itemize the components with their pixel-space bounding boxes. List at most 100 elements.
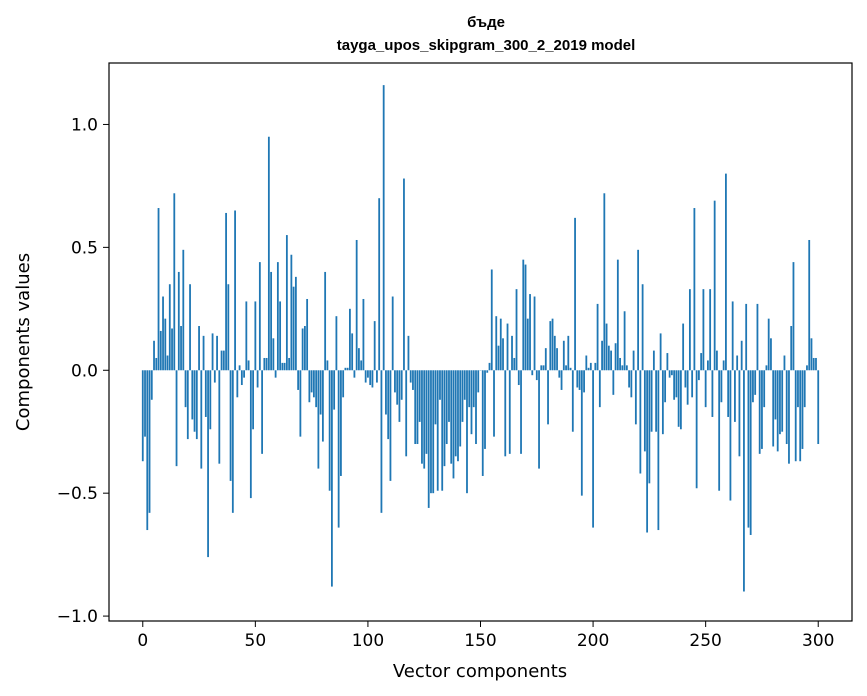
bar-component-292 (799, 370, 802, 462)
y-tick-label: −0.5 (57, 484, 98, 504)
bar-component-44 (240, 370, 243, 386)
bar-component-125 (423, 370, 426, 469)
bar-component-41 (234, 210, 236, 371)
bar-component-296 (808, 239, 811, 371)
bar-component-16 (177, 271, 180, 371)
bar-component-1 (144, 370, 146, 437)
bar-component-241 (684, 370, 687, 388)
bar-component-38 (227, 284, 230, 371)
bar-component-222 (641, 284, 644, 371)
bar-component-264 (736, 355, 739, 371)
bar-component-240 (682, 323, 685, 371)
bar-component-180 (547, 370, 549, 425)
bar-component-24 (195, 370, 198, 440)
bar-component-136 (448, 370, 450, 422)
bar-component-160 (502, 338, 504, 371)
bar-component-153 (486, 370, 489, 373)
bar-component-277 (765, 365, 768, 371)
bar-component-186 (560, 370, 563, 390)
bar-component-65 (288, 357, 291, 371)
bar-component-252 (709, 289, 712, 371)
bar-component-124 (421, 370, 423, 464)
bar-component-129 (432, 370, 435, 494)
bar-component-7 (157, 208, 160, 371)
bar-component-89 (342, 370, 345, 398)
bar-component-71 (301, 328, 304, 371)
bar-component-156 (493, 370, 495, 437)
bar-component-270 (749, 370, 752, 535)
bar-component-238 (677, 370, 680, 427)
bar-component-93 (351, 333, 354, 371)
bar-component-177 (540, 365, 543, 371)
bar-component-200 (592, 370, 594, 528)
bar-component-185 (558, 370, 561, 378)
bar-component-267 (743, 370, 745, 592)
bar-component-122 (416, 370, 419, 445)
bar-component-247 (698, 370, 700, 381)
bar-component-66 (290, 254, 293, 371)
bar-component-15 (175, 370, 178, 467)
bar-component-279 (770, 338, 772, 371)
bar-component-276 (763, 370, 766, 408)
bar-component-138 (452, 370, 455, 479)
bar-component-102 (371, 370, 374, 388)
bar-component-249 (702, 289, 705, 371)
bar-component-23 (193, 370, 196, 432)
bar-component-254 (713, 200, 716, 371)
bar-component-45 (243, 370, 245, 378)
bar-component-291 (797, 370, 799, 408)
bar-component-298 (812, 357, 815, 371)
bar-component-91 (346, 367, 349, 371)
bar-component-203 (598, 370, 601, 408)
bar-component-2 (146, 370, 149, 531)
bar-component-105 (378, 198, 381, 371)
bar-component-228 (655, 370, 658, 432)
bar-component-289 (792, 262, 795, 371)
bar-component-168 (520, 370, 522, 454)
bar-component-239 (679, 370, 682, 430)
bar-component-161 (504, 370, 507, 457)
bar-component-86 (335, 316, 338, 371)
bar-component-61 (279, 301, 282, 371)
bar-component-120 (412, 370, 414, 390)
bar-component-205 (603, 193, 606, 371)
bar-component-142 (461, 370, 464, 422)
bar-component-92 (349, 308, 351, 371)
bar-component-159 (499, 318, 502, 371)
bar-component-257 (720, 370, 723, 403)
bar-component-37 (225, 212, 227, 371)
bar-component-53 (261, 370, 263, 454)
bar-component-112 (394, 370, 396, 393)
bar-component-85 (333, 370, 336, 410)
bar-component-30 (209, 370, 212, 430)
bar-component-123 (418, 370, 421, 422)
bar-component-221 (639, 370, 642, 474)
x-tick-label: 150 (464, 631, 496, 651)
bar-component-114 (398, 370, 401, 422)
bar-component-121 (414, 370, 417, 445)
x-tick-label: 0 (137, 631, 148, 651)
bar-component-46 (245, 301, 248, 371)
bar-component-295 (806, 365, 808, 371)
bar-component-69 (297, 370, 300, 390)
bar-component-225 (648, 370, 651, 484)
bar-component-12 (168, 284, 171, 371)
bar-component-275 (761, 370, 763, 449)
bar-component-107 (382, 85, 385, 371)
bar-component-266 (740, 340, 743, 371)
bar-component-39 (229, 370, 232, 481)
bar-component-272 (754, 370, 757, 395)
bar-component-158 (497, 345, 500, 371)
bar-component-19 (184, 370, 187, 408)
bar-component-118 (407, 335, 410, 371)
bar-component-211 (616, 259, 619, 371)
bar-component-244 (691, 370, 694, 398)
bar-component-49 (252, 370, 254, 430)
bar-component-274 (758, 370, 761, 454)
bar-component-192 (574, 217, 576, 371)
bar-component-193 (576, 370, 579, 388)
bar-component-0 (141, 370, 144, 462)
bars-group (141, 85, 820, 592)
bar-component-253 (711, 370, 714, 417)
bar-component-256 (718, 370, 721, 491)
